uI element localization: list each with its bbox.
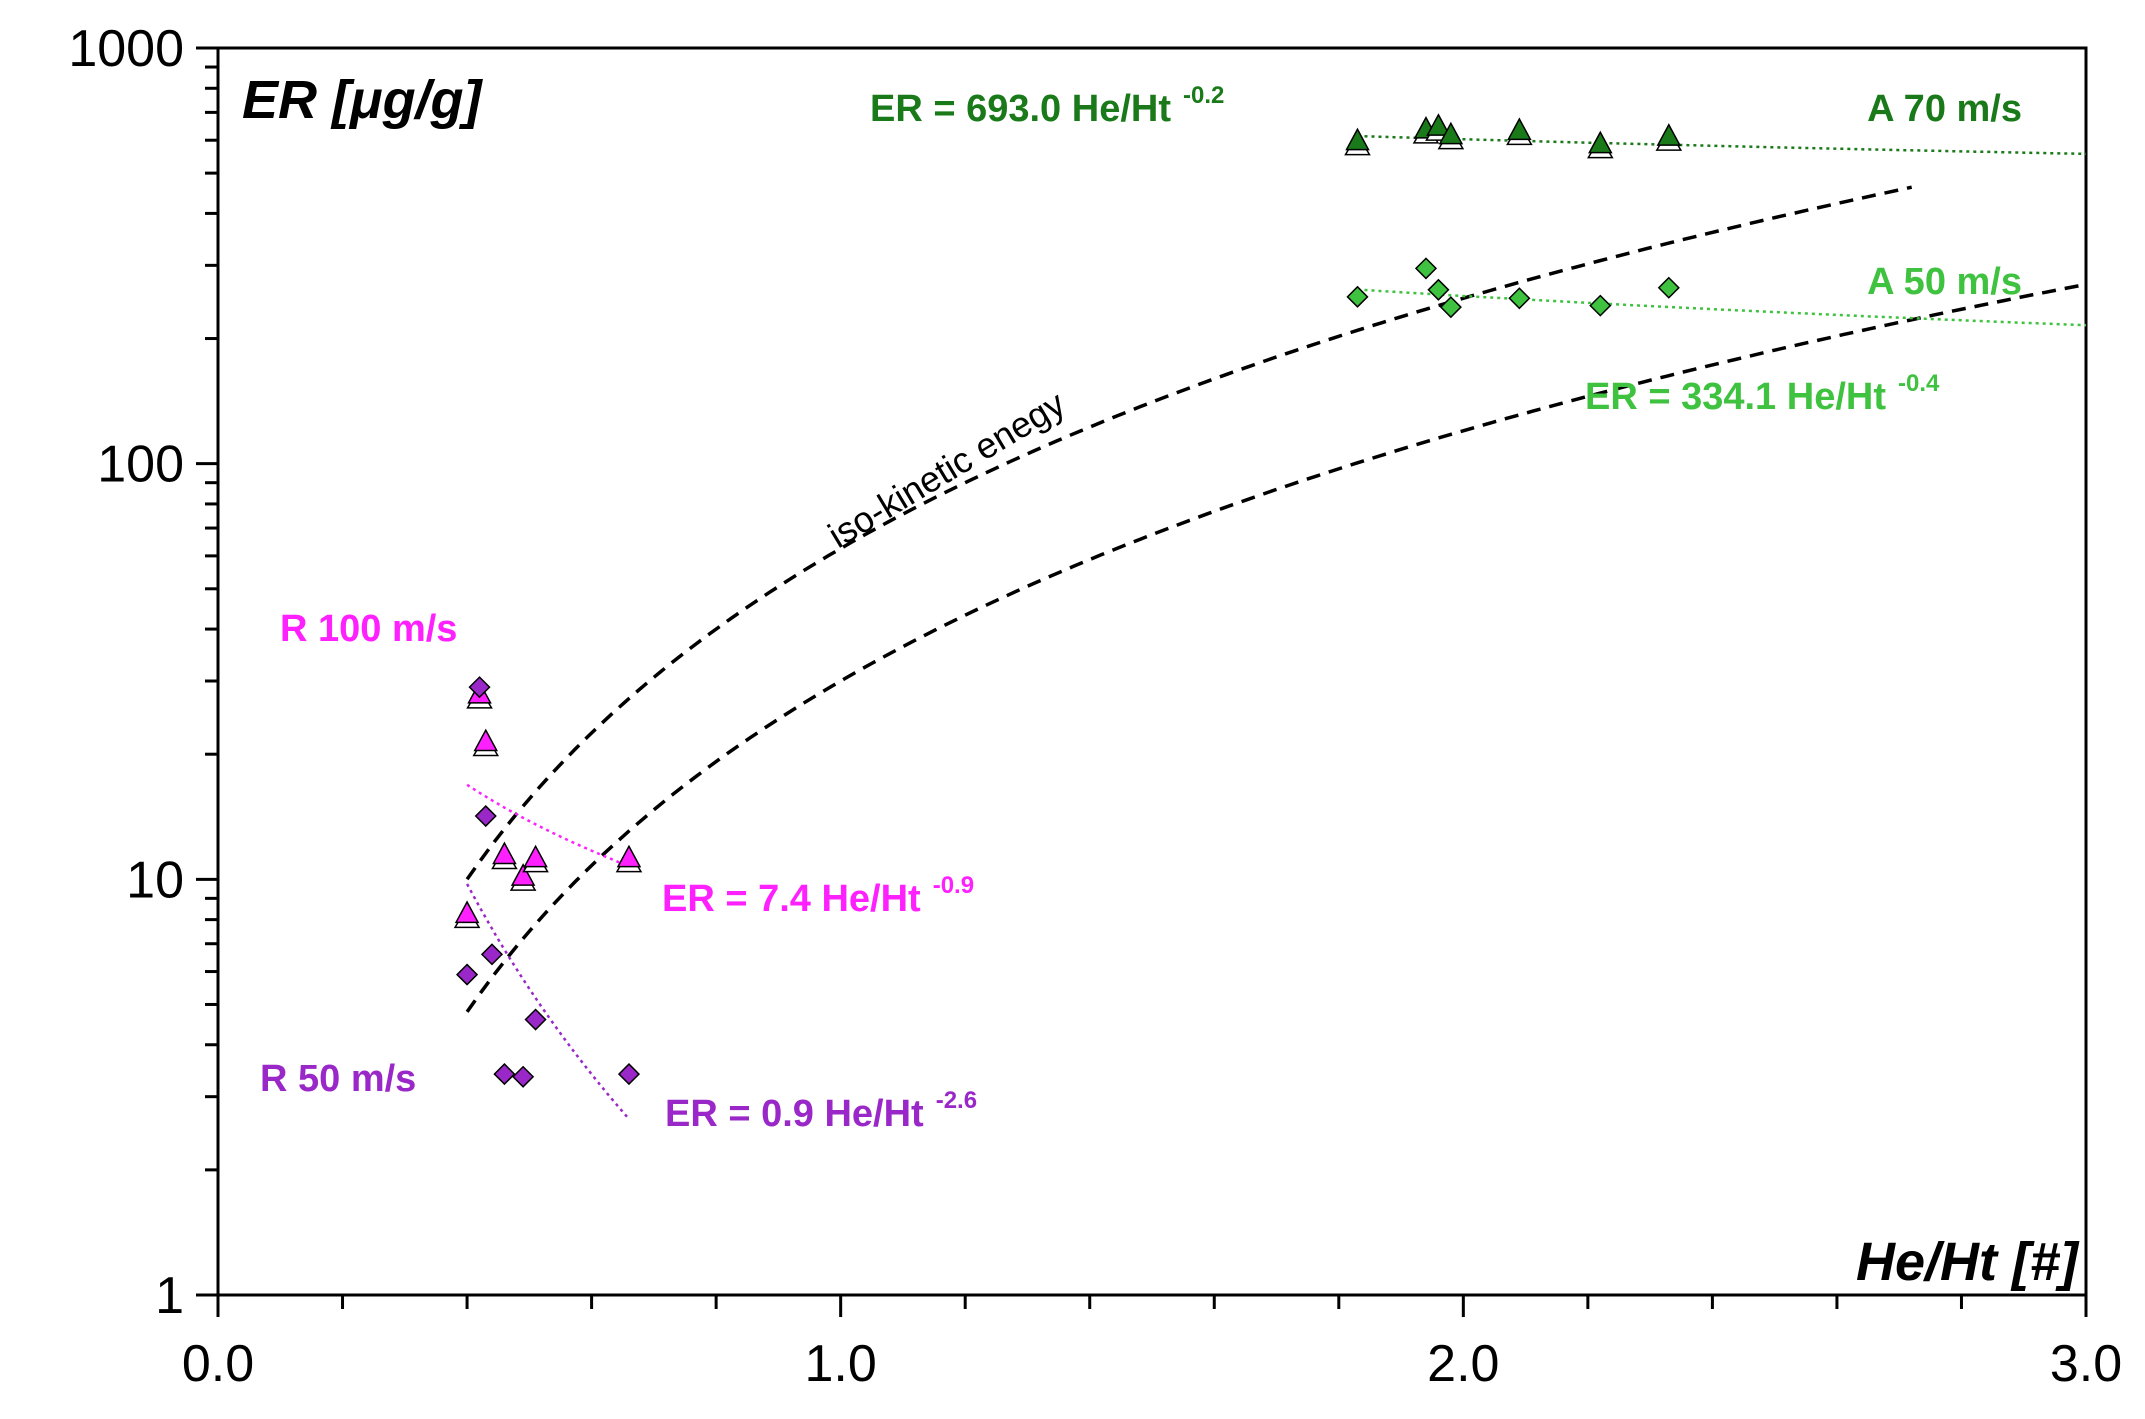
iso-kinetic-curve <box>465 282 2087 1013</box>
marker-r50 <box>468 676 491 699</box>
y-axis-title: ER [μg/g] <box>242 70 484 130</box>
x-tick-label: 3.0 <box>2050 1335 2122 1393</box>
marker-r100 <box>473 728 499 752</box>
fit-line-a50 <box>1357 288 2087 327</box>
legend-r100: R 100 m/s <box>280 608 457 650</box>
marker-a70 <box>1656 123 1682 146</box>
fit-equation-a50: ER = 334.1 He/Ht -0.4 <box>1585 370 1940 418</box>
data-markers <box>453 113 1683 1088</box>
marker-a50 <box>1508 287 1531 310</box>
marker-r50 <box>474 804 497 828</box>
legend-a70: A 70 m/s <box>1867 88 2022 130</box>
fit-r50-text: ER = 0.9 He/Ht <box>665 1093 924 1135</box>
marker-a70 <box>1345 127 1370 151</box>
marker-a50 <box>1427 278 1450 301</box>
fit-r100-exp: -0.9 <box>933 872 974 899</box>
y-tick-label: 10 <box>126 851 184 909</box>
y-tick-label: 1 <box>155 1267 184 1325</box>
fit-a50-text: ER = 334.1 He/Ht <box>1585 376 1886 418</box>
x-tick-label: 0.0 <box>182 1335 254 1393</box>
marker-r100 <box>523 844 548 868</box>
marker-a50 <box>1439 296 1462 319</box>
x-axis-ticks: 0.0 1.0 2.0 3.0 <box>182 1295 2122 1393</box>
marker-r50 <box>524 1008 547 1031</box>
legend-a50: A 50 m/s <box>1867 261 2022 303</box>
fit-a70-exp: -0.2 <box>1183 82 1224 109</box>
marker-a70 <box>1507 117 1532 141</box>
x-axis-title: He/Ht [#] <box>1856 1232 2080 1292</box>
marker-a70 <box>1588 130 1613 154</box>
fit-a70-text: ER = 693.0 He/Ht <box>870 88 1171 130</box>
fit-lines <box>466 134 2087 1120</box>
fit-r50-exp: -2.6 <box>936 1087 977 1114</box>
fit-line-r50 <box>466 883 630 1120</box>
marker-r50 <box>512 1065 535 1088</box>
marker-r100 <box>510 863 536 886</box>
iso-kinetic-curves <box>465 185 2087 1013</box>
fit-equation-r50: ER = 0.9 He/Ht -2.6 <box>665 1087 977 1135</box>
fit-line-r100 <box>466 783 630 868</box>
marker-a50 <box>1589 294 1612 317</box>
fit-line-a70 <box>1357 134 2087 156</box>
y-tick-label: 1000 <box>68 20 184 78</box>
marker-a50 <box>1657 276 1680 299</box>
marker-r100 <box>616 844 642 868</box>
plot-area <box>216 46 2088 1297</box>
marker-r50 <box>480 943 504 966</box>
fit-equation-a70: ER = 693.0 He/Ht -0.2 <box>870 82 1224 130</box>
marker-r50 <box>493 1063 516 1086</box>
fit-equation-r100: ER = 7.4 He/Ht -0.9 <box>662 872 974 920</box>
marker-a50 <box>1414 257 1438 280</box>
fit-r100-text: ER = 7.4 He/Ht <box>662 878 921 920</box>
marker-r50 <box>617 1063 641 1086</box>
marker-r100 <box>454 900 480 924</box>
fit-a50-exp: -0.4 <box>1898 370 1940 397</box>
legend-r50: R 50 m/s <box>260 1058 416 1100</box>
marker-r50 <box>456 963 479 986</box>
marker-a50 <box>1346 285 1369 308</box>
y-tick-label: 100 <box>97 436 184 494</box>
x-tick-label: 2.0 <box>1427 1335 1499 1393</box>
marker-a70 <box>1438 121 1464 145</box>
x-tick-label: 1.0 <box>805 1335 877 1393</box>
marker-r100 <box>492 841 517 865</box>
y-axis-ticks: 1 10 100 1000 <box>68 20 218 1325</box>
marker-a70 <box>1426 113 1451 136</box>
iso-kinetic-curve <box>465 185 1913 881</box>
